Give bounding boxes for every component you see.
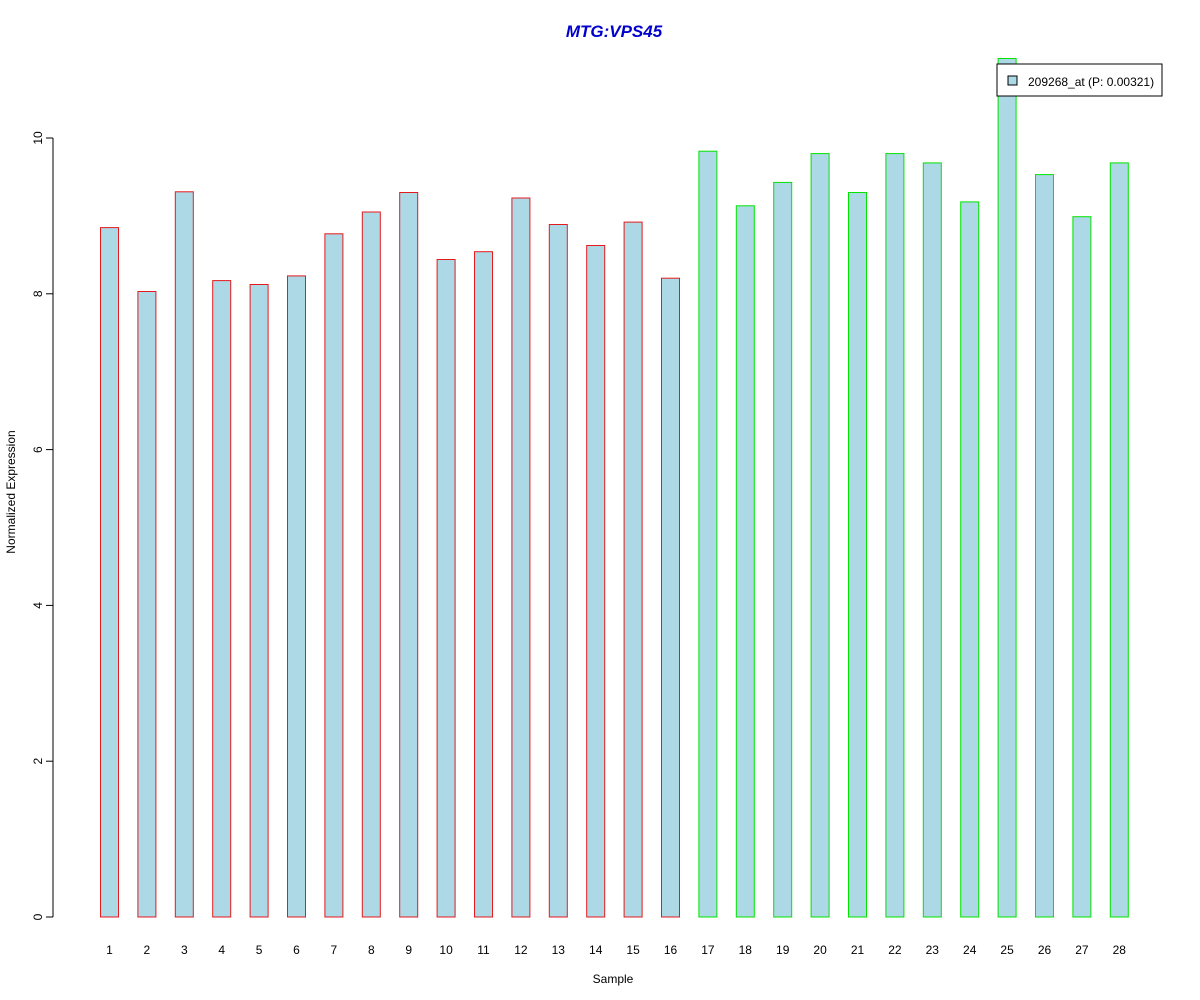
x-tick-label: 8: [368, 943, 375, 957]
x-tick-label: 18: [739, 943, 753, 957]
x-tick-label: 2: [144, 943, 151, 957]
bar-sample-17: [698, 150, 718, 918]
bar-sample-25: [997, 58, 1017, 918]
x-tick-label: 6: [293, 943, 300, 957]
bar-sample-14: [586, 245, 606, 918]
x-tick-label: 4: [218, 943, 225, 957]
x-tick-labels: 1 2 3 4 5 6 7 8 9 10 11 12 13 14 15 16 17 18 19 20 21 22 23 24 2…: [106, 943, 1126, 957]
x-tick-label: 28: [1113, 943, 1127, 957]
y-tick-label: 0: [31, 913, 45, 920]
x-tick-label: 20: [813, 943, 827, 957]
bar-sample-13: [548, 224, 568, 918]
bar-sample-22: [885, 153, 905, 918]
x-tick-label: 26: [1038, 943, 1052, 957]
bar-sample-9: [399, 192, 419, 918]
bar-sample-8: [361, 211, 381, 918]
y-tick-label: 10: [31, 131, 45, 145]
bar-sample-10: [436, 259, 456, 918]
x-tick-label: 25: [1000, 943, 1014, 957]
y-tick-label: 6: [31, 446, 45, 453]
bar-sample-2: [137, 291, 157, 918]
x-tick-label: 24: [963, 943, 977, 957]
bar-sample-26: [1035, 174, 1054, 918]
bar-sample-1: [100, 227, 119, 918]
bar-sample-28: [1109, 162, 1129, 918]
x-tick-label: 7: [331, 943, 338, 957]
x-tick-label: 11: [477, 943, 490, 957]
x-tick-label: 10: [439, 943, 453, 957]
bar-sample-27: [1072, 216, 1092, 918]
y-tick-label: 4: [31, 602, 45, 609]
bar-sample-16: [661, 277, 680, 918]
x-tick-label: 16: [664, 943, 678, 957]
x-tick-label: 19: [776, 943, 790, 957]
bar-sample-18: [735, 205, 755, 918]
bar-sample-4: [212, 280, 232, 918]
x-axis-label: Sample: [593, 972, 634, 986]
x-tick-label: 27: [1075, 943, 1089, 957]
bar-sample-21: [848, 192, 867, 918]
x-tick-label: 3: [181, 943, 188, 957]
bar-sample-11: [474, 251, 493, 918]
x-tick-label: 23: [926, 943, 940, 957]
legend-entry: 209268_at (P: 0.00321): [1028, 75, 1154, 89]
bar-sample-3: [174, 191, 194, 918]
x-tick-label: 22: [888, 943, 902, 957]
bar-sample-24: [960, 201, 980, 918]
x-tick-label: 13: [552, 943, 566, 957]
bars-group: [100, 58, 1129, 918]
legend: 209268_at (P: 0.00321): [996, 63, 1163, 97]
bar-sample-20: [810, 153, 830, 918]
x-tick-label: 12: [514, 943, 528, 957]
bar-sample-5: [249, 284, 269, 918]
bar-sample-6: [287, 275, 306, 918]
x-tick-label: 15: [626, 943, 640, 957]
bar-sample-7: [324, 233, 344, 918]
y-axis: 0 2 4 6 8 10: [31, 131, 54, 920]
x-tick-label: 9: [405, 943, 412, 957]
x-tick-label: 17: [701, 943, 715, 957]
bar-sample-19: [773, 181, 793, 918]
y-tick-label: 8: [31, 290, 45, 297]
chart-title: MTG:VPS45: [566, 22, 663, 41]
x-tick-label: 14: [589, 943, 603, 957]
y-axis-label: Normalized Expression: [4, 430, 18, 553]
legend-box: [996, 63, 1163, 97]
bar-sample-12: [511, 197, 531, 918]
y-tick-label: 2: [31, 758, 45, 765]
x-tick-label: 21: [851, 943, 865, 957]
bar-sample-23: [922, 162, 942, 918]
legend-swatch: [1007, 75, 1018, 86]
x-tick-label: 5: [256, 943, 263, 957]
x-tick-label: 1: [106, 943, 113, 957]
bar-sample-15: [623, 221, 643, 918]
